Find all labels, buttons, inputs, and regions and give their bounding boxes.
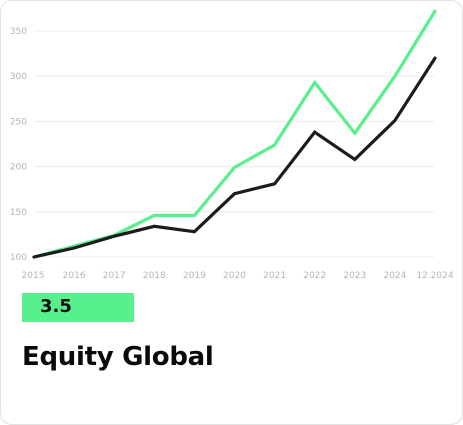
y-tick-label: 300	[10, 72, 27, 82]
x-axis-ticks: 2015 2016 2017 2018 2019 2020 2021 2022 2023 2024…	[22, 271, 454, 281]
x-tick-label: 2020	[223, 271, 246, 281]
chart-grid	[34, 30, 434, 258]
series-line-2	[32, 56, 437, 259]
x-tick-label: 2018	[143, 271, 166, 281]
fund-title: Equity Global	[22, 342, 214, 372]
score-value: 3.5	[40, 296, 72, 317]
x-tick-label: 2022	[303, 271, 326, 281]
x-tick-label: 2019	[183, 271, 206, 281]
y-tick-label: 200	[10, 163, 27, 173]
y-tick-label: 350	[10, 27, 27, 37]
x-tick-label: 12.2024	[416, 271, 453, 281]
x-tick-label: 2015	[22, 271, 45, 281]
x-tick-label: 2021	[263, 271, 286, 281]
x-tick-label: 2024	[383, 271, 406, 281]
y-axis-ticks: 100 150 200 250 300 350	[10, 27, 27, 263]
y-tick-label: 100	[10, 253, 27, 263]
score-badge: 3.5	[22, 293, 134, 322]
series-line-1	[32, 9, 437, 259]
x-tick-label: 2017	[103, 271, 126, 281]
x-tick-label: 2023	[343, 271, 366, 281]
y-tick-label: 250	[10, 117, 27, 127]
y-tick-label: 150	[10, 208, 27, 218]
x-tick-label: 2016	[63, 271, 86, 281]
chart-series	[32, 9, 437, 259]
